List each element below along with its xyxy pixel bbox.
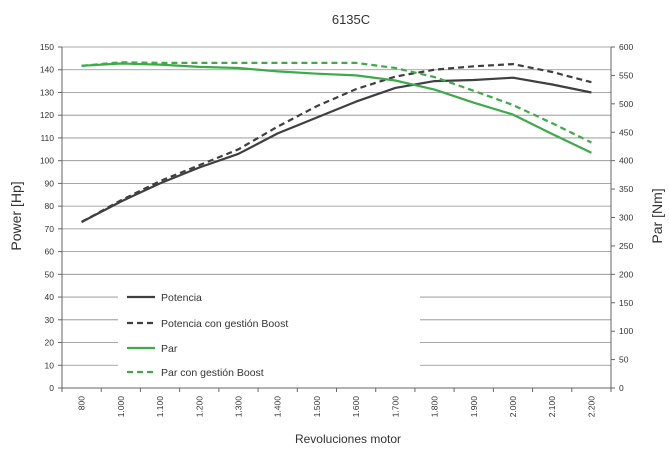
legend-label: Potencia (161, 292, 202, 304)
x-tick-label: 1.900 (469, 396, 479, 418)
right-tick-label: 300 (619, 213, 633, 223)
right-tick-label: 550 (619, 70, 633, 80)
x-tick-label: 1.200 (194, 396, 204, 418)
x-tick-label: 1.400 (273, 396, 283, 418)
x-tick-label: 1.000 (116, 396, 126, 418)
x-tick-label: 2.100 (547, 396, 557, 418)
left-tick-label: 40 (45, 292, 55, 302)
x-tick-label: 1.500 (312, 396, 322, 418)
left-tick-label: 30 (45, 315, 55, 325)
series-line (81, 62, 592, 154)
left-tick-label: 50 (45, 269, 55, 279)
left-axis-label: Power [Hp] (8, 181, 24, 250)
x-tick-label: 1.700 (390, 396, 400, 418)
gridlines (61, 46, 612, 389)
legend-label: Par con gestión Boost (161, 367, 264, 379)
left-tick-label: 110 (40, 133, 54, 143)
right-tick-label: 500 (619, 99, 633, 109)
right-tick-label: 400 (619, 156, 633, 166)
x-axis-ticks: 800 1.000 1.100 1.200 1.300 1.400 1.500 1.600 1.… (61, 388, 612, 418)
series-lines (81, 61, 592, 223)
left-tick-label: 70 (45, 224, 55, 234)
right-tick-label: 100 (619, 326, 633, 336)
right-tick-label: 150 (619, 298, 633, 308)
x-tick-label: 2.000 (508, 396, 518, 418)
x-tick-label: 1.600 (351, 396, 361, 418)
left-tick-label: 140 (40, 65, 54, 75)
left-tick-label: 60 (45, 247, 55, 257)
left-tick-label: 0 (49, 383, 54, 393)
left-tick-label: 100 (40, 156, 54, 166)
legend-label: Par (161, 343, 178, 355)
series-line (81, 62, 592, 223)
x-tick-label: 1.100 (155, 396, 165, 418)
left-tick-label: 130 (40, 87, 54, 97)
right-tick-label: 50 (619, 355, 629, 365)
left-tick-label: 20 (45, 338, 55, 348)
right-axis-label: Par [Nm] (649, 188, 665, 243)
right-tick-label: 450 (619, 127, 633, 137)
series-line (81, 61, 592, 144)
series-line (81, 76, 592, 223)
left-tick-label: 80 (45, 201, 55, 211)
x-tick-label: 1.300 (233, 396, 243, 418)
x-axis-label: Revoluciones motor (295, 432, 401, 446)
left-axis-ticks: 0 10 20 30 40 50 60 70 80 90 100 110 120 130 140 150 (40, 42, 62, 393)
left-tick-label: 90 (45, 178, 55, 188)
right-axis-ticks: 0 50 100 150 200 250 300 350 400 450 500 550 600 (611, 42, 633, 393)
left-tick-label: 10 (45, 360, 55, 370)
right-tick-label: 200 (619, 269, 633, 279)
x-tick-label: 1.800 (430, 396, 440, 418)
legend: Potencia Potencia con gestión Boost Par Par… (127, 292, 288, 379)
right-tick-label: 600 (619, 42, 633, 52)
chart-title: 6135C (332, 12, 370, 27)
right-tick-label: 0 (619, 383, 624, 393)
right-tick-label: 250 (619, 241, 633, 251)
legend-label: Potencia con gestión Boost (161, 318, 288, 330)
right-tick-label: 350 (619, 184, 633, 194)
left-tick-label: 150 (40, 42, 54, 52)
left-tick-label: 120 (40, 110, 54, 120)
x-tick-label: 800 (77, 396, 87, 410)
x-tick-label: 2.200 (586, 396, 596, 418)
